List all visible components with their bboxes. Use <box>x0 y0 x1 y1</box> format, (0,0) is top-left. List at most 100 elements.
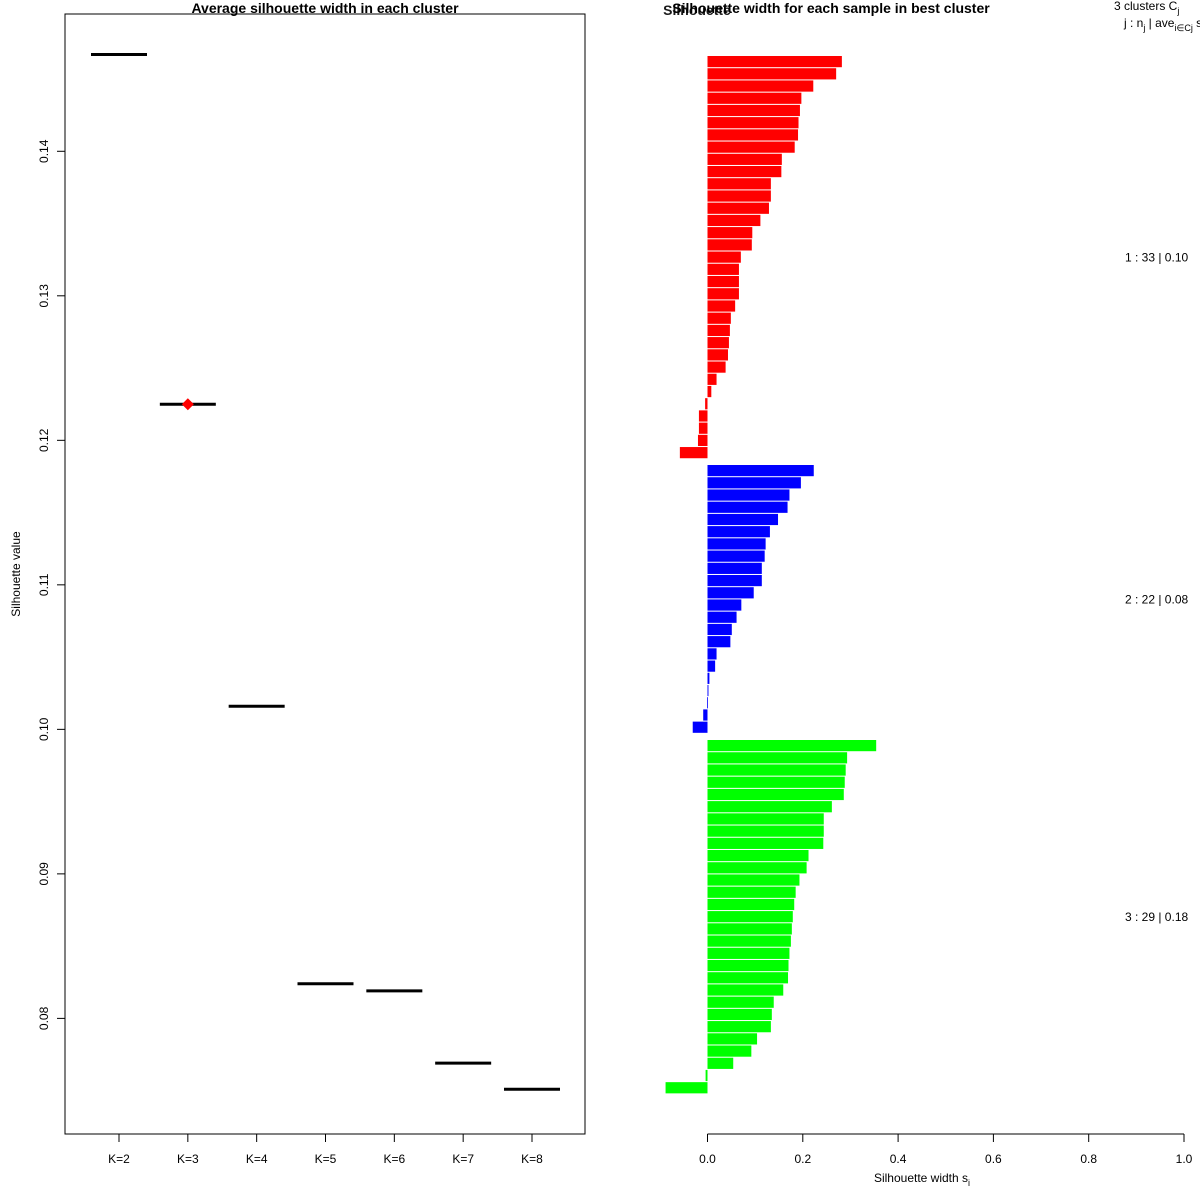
silhouette-bar <box>707 697 708 709</box>
silhouette-bar <box>679 447 708 459</box>
silhouette-bar <box>707 623 732 636</box>
silhouette-bar <box>707 813 824 825</box>
silhouette-bar <box>707 562 762 574</box>
silhouette-bar <box>707 489 790 501</box>
silhouette-bar <box>707 923 792 935</box>
right-chart-overlap-title: Silhouette <box>663 2 731 18</box>
left-y-tick-label: 0.14 <box>37 139 51 163</box>
left-y-axis-label: Silhouette value <box>9 531 23 617</box>
silhouette-bar <box>707 465 814 477</box>
right-series <box>665 56 877 1094</box>
silhouette-bar <box>707 153 782 165</box>
silhouette-bar <box>707 984 784 996</box>
silhouette-bar <box>707 56 842 68</box>
silhouette-bar <box>665 1082 708 1094</box>
silhouette-bar <box>707 764 846 776</box>
silhouette-bar <box>707 80 814 92</box>
silhouette-bar <box>707 141 795 153</box>
right-x-tick-label: 0.4 <box>890 1152 907 1166</box>
silhouette-bar <box>707 648 717 660</box>
silhouette-bar <box>707 129 799 141</box>
legend-header-line1-sub: j <box>1176 6 1179 16</box>
silhouette-bar <box>707 935 791 947</box>
silhouette-bar <box>707 312 731 324</box>
silhouette-bar <box>707 477 801 489</box>
left-x-tick-label: K=7 <box>452 1152 474 1166</box>
silhouette-bar <box>707 288 739 300</box>
legend-header-line2-a: j : n <box>1123 16 1143 30</box>
silhouette-bar <box>707 165 782 178</box>
right-x-tick-label: 0.0 <box>699 1152 716 1166</box>
silhouette-bar <box>707 227 753 239</box>
silhouette-bar <box>707 1008 772 1021</box>
legend-header-line2-b: | ave <box>1145 16 1174 30</box>
left-y-tick-label: 0.09 <box>37 862 51 886</box>
silhouette-bar <box>703 709 708 721</box>
silhouette-bar <box>707 947 790 959</box>
silhouette-bar <box>707 1033 758 1045</box>
silhouette-bar <box>707 68 837 80</box>
silhouette-bar <box>705 398 708 410</box>
silhouette-bar <box>707 513 779 526</box>
right-x-axis-label-sub: i <box>968 1178 970 1188</box>
silhouette-bar <box>707 538 766 550</box>
silhouette-bar <box>707 275 739 288</box>
legend-rows: 1 : 33 | 0.10 2 : 22 | 0.08 3 : 29 | 0.18 <box>1125 251 1188 925</box>
left-x-tick-label: K=3 <box>177 1152 199 1166</box>
left-series <box>91 52 560 1091</box>
silhouette-bar <box>707 526 770 538</box>
left-y-tick-label: 0.13 <box>37 284 51 308</box>
silhouette-bar <box>707 587 754 599</box>
right-x-axis: 0.0 0.2 0.4 0.6 0.8 1.0 <box>699 1133 1193 1166</box>
left-x-axis: K=2 K=3 K=4 K=5 K=6 K=7 K=8 <box>108 1133 543 1166</box>
legend-row-label: 2 : 22 | 0.08 <box>1125 592 1188 606</box>
silhouette-bar <box>707 788 844 801</box>
silhouette-bar <box>707 752 848 764</box>
silhouette-bar <box>692 721 708 733</box>
silhouette-bar <box>707 837 824 849</box>
cluster-legend: 3 clusters Cj j : nj | avei∈Cj s 1 : 33 … <box>1114 0 1200 924</box>
left-y-tick-label: 0.11 <box>37 573 51 596</box>
silhouette-bar <box>707 825 824 837</box>
silhouette-bar <box>707 373 717 385</box>
silhouette-bar <box>707 886 796 898</box>
left-x-tick-label: K=8 <box>521 1152 543 1166</box>
left-x-tick-label: K=4 <box>246 1152 268 1166</box>
right-chart-title: Silhouette width for each sample in best… <box>672 0 990 16</box>
silhouette-bar <box>707 104 800 117</box>
legend-row-label: 1 : 33 | 0.10 <box>1125 251 1188 265</box>
silhouette-bar <box>707 660 716 672</box>
silhouette-bar <box>707 385 712 398</box>
silhouette-bar <box>707 263 739 275</box>
legend-header-line2-c: s <box>1193 16 1200 30</box>
silhouette-bar <box>707 251 741 263</box>
silhouette-bar <box>707 996 774 1008</box>
silhouette-bar <box>698 422 708 434</box>
silhouette-bar <box>707 1021 771 1033</box>
right-x-tick-label: 0.6 <box>985 1152 1002 1166</box>
silhouette-bar <box>707 501 788 513</box>
silhouette-bar <box>707 972 789 984</box>
left-x-tick-label: K=5 <box>315 1152 337 1166</box>
silhouette-bar <box>707 684 709 697</box>
silhouette-bar <box>707 1057 734 1069</box>
right-x-axis-label: Silhouette width si <box>874 1171 970 1188</box>
legend-header-line1-main: 3 clusters C <box>1114 0 1178 13</box>
silhouette-bar <box>707 611 737 623</box>
right-x-tick-label: 1.0 <box>1176 1152 1193 1166</box>
silhouette-bar <box>707 911 793 923</box>
silhouette-bar <box>707 190 771 202</box>
left-y-tick-label: 0.12 <box>37 428 51 452</box>
legend-header-line1: 3 clusters Cj <box>1114 0 1179 16</box>
silhouette-bar <box>707 117 799 129</box>
silhouette-bar <box>698 410 708 422</box>
silhouette-bar <box>707 862 807 874</box>
right-x-tick-label: 0.2 <box>794 1152 811 1166</box>
left-chart-title: Average silhouette width in each cluster <box>191 0 459 16</box>
silhouette-bar <box>707 672 710 684</box>
silhouette-bar <box>707 740 877 752</box>
silhouette-bar <box>707 92 802 104</box>
silhouette-bar <box>707 849 809 862</box>
